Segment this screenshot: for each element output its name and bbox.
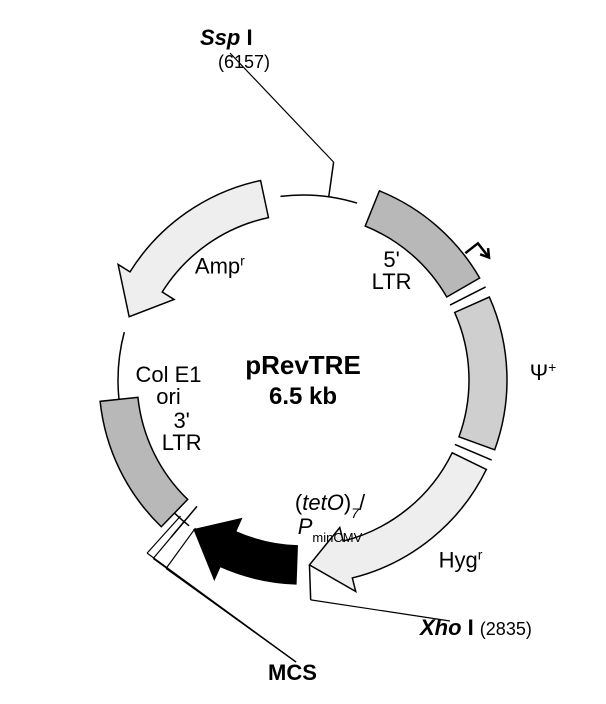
label-ampr: Ampr: [195, 253, 245, 279]
feature-psi: [455, 297, 507, 450]
plasmid-size: 6.5 kb: [269, 383, 337, 410]
label-5ltr: 5'LTR: [372, 247, 412, 294]
site-name-sspI: Ssp I: [200, 25, 253, 50]
label-psi: Ψ+: [530, 359, 557, 385]
mcs-tick: [166, 528, 195, 568]
mcs-tick: [153, 520, 185, 558]
site-name-xhoI: Xho I(2835): [418, 615, 532, 640]
label-mcs: MCS: [268, 660, 317, 685]
label-colE1: Col E1ori: [135, 362, 201, 409]
backbone-segment: [280, 195, 357, 203]
site-pos-sspI: (6157): [218, 52, 270, 72]
feature-ampr: [118, 180, 268, 316]
plasmid-name: pRevTRE: [245, 350, 361, 380]
site-tick-xhoI: [309, 565, 310, 600]
site-tick-sspI: [329, 162, 334, 197]
label-3ltr: 3'LTR: [162, 408, 202, 455]
feature-tetO: [194, 519, 297, 584]
label-hygr: Hygr: [439, 547, 483, 573]
